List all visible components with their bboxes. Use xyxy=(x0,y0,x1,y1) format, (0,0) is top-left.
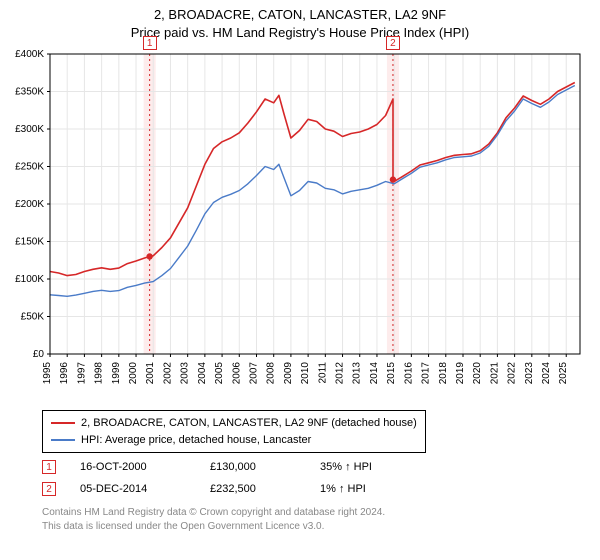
svg-text:2019: 2019 xyxy=(455,362,466,385)
svg-text:2006: 2006 xyxy=(231,362,242,385)
svg-text:2009: 2009 xyxy=(283,362,294,385)
svg-text:1998: 1998 xyxy=(94,362,105,385)
svg-text:2001: 2001 xyxy=(145,362,156,385)
svg-text:2021: 2021 xyxy=(489,362,500,385)
svg-text:2016: 2016 xyxy=(403,362,414,385)
attribution-line1: Contains HM Land Registry data © Crown c… xyxy=(42,507,385,518)
attribution-line2: This data is licensed under the Open Gov… xyxy=(42,521,324,532)
svg-text:£300K: £300K xyxy=(15,124,44,135)
attribution: Contains HM Land Registry data © Crown c… xyxy=(42,506,385,533)
title-address: 2, BROADACRE, CATON, LANCASTER, LA2 9NF xyxy=(154,7,446,22)
sale-marker: 2 xyxy=(42,482,56,496)
svg-text:2013: 2013 xyxy=(352,362,363,385)
svg-text:2024: 2024 xyxy=(541,362,552,385)
svg-text:£100K: £100K xyxy=(15,274,44,285)
legend-row: HPI: Average price, detached house, Lanc… xyxy=(51,432,417,449)
svg-text:£250K: £250K xyxy=(15,162,44,173)
svg-text:2005: 2005 xyxy=(214,362,225,385)
sale-hpi: 35% ↑ HPI xyxy=(320,461,420,473)
svg-text:2023: 2023 xyxy=(524,362,535,385)
sale-marker-box: 2 xyxy=(386,36,400,50)
sale-price: £130,000 xyxy=(210,461,320,473)
legend-label: HPI: Average price, detached house, Lanc… xyxy=(81,432,311,449)
svg-text:2025: 2025 xyxy=(558,362,569,385)
svg-text:2012: 2012 xyxy=(335,362,346,385)
chart-container: 2, BROADACRE, CATON, LANCASTER, LA2 9NF … xyxy=(0,0,600,560)
title-subtitle: Price paid vs. HM Land Registry's House … xyxy=(131,25,469,40)
sale-marker-box: 1 xyxy=(143,36,157,50)
sales-table: 1 16-OCT-2000£130,00035% ↑ HPI 2 05-DEC-201… xyxy=(42,456,420,500)
legend-row: 2, BROADACRE, CATON, LANCASTER, LA2 9NF … xyxy=(51,415,417,432)
legend-swatch xyxy=(51,439,75,441)
sale-row: 2 05-DEC-2014£232,5001% ↑ HPI xyxy=(42,478,420,500)
chart-plot-area: £0 £50K £100K £150K £200K £250K £300K £350K £400… xyxy=(0,44,600,404)
chart-title: 2, BROADACRE, CATON, LANCASTER, LA2 9NF … xyxy=(0,0,600,41)
sale-marker: 1 xyxy=(42,460,56,474)
svg-text:£400K: £400K xyxy=(15,49,44,60)
legend-label: 2, BROADACRE, CATON, LANCASTER, LA2 9NF … xyxy=(81,415,417,432)
svg-text:2007: 2007 xyxy=(248,362,259,385)
legend: 2, BROADACRE, CATON, LANCASTER, LA2 9NF … xyxy=(42,410,426,453)
svg-text:2002: 2002 xyxy=(162,362,173,385)
svg-text:2022: 2022 xyxy=(507,362,518,385)
svg-text:1999: 1999 xyxy=(111,362,122,385)
svg-text:£50K: £50K xyxy=(21,312,45,323)
svg-text:2018: 2018 xyxy=(438,362,449,385)
svg-text:2003: 2003 xyxy=(180,362,191,385)
svg-text:£150K: £150K xyxy=(15,237,44,248)
svg-text:2015: 2015 xyxy=(386,362,397,385)
legend-swatch xyxy=(51,422,75,424)
svg-text:2000: 2000 xyxy=(128,362,139,385)
sale-price: £232,500 xyxy=(210,483,320,495)
svg-text:2017: 2017 xyxy=(421,362,432,385)
sale-row: 1 16-OCT-2000£130,00035% ↑ HPI xyxy=(42,456,420,478)
svg-text:2004: 2004 xyxy=(197,362,208,385)
svg-text:2010: 2010 xyxy=(300,362,311,385)
sale-date: 16-OCT-2000 xyxy=(80,461,210,473)
sale-date: 05-DEC-2014 xyxy=(80,483,210,495)
svg-text:2014: 2014 xyxy=(369,362,380,385)
svg-text:2011: 2011 xyxy=(317,362,328,384)
svg-text:£0: £0 xyxy=(33,349,45,360)
svg-text:1995: 1995 xyxy=(42,362,53,385)
chart-svg: £0 £50K £100K £150K £200K £250K £300K £350K £400… xyxy=(0,44,600,404)
svg-text:1997: 1997 xyxy=(76,362,87,385)
svg-text:2020: 2020 xyxy=(472,362,483,385)
sale-hpi: 1% ↑ HPI xyxy=(320,483,420,495)
svg-text:£200K: £200K xyxy=(15,199,44,210)
svg-text:£350K: £350K xyxy=(15,87,44,98)
svg-text:2008: 2008 xyxy=(266,362,277,385)
svg-text:1996: 1996 xyxy=(59,362,70,385)
